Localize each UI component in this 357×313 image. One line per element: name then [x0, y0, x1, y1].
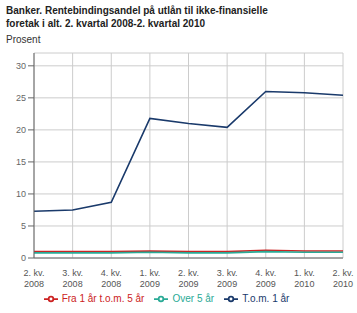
- svg-text:10: 10: [16, 189, 26, 199]
- svg-text:5: 5: [21, 221, 26, 231]
- html-text:Fra 1 år t.o.m. 5 år: Fra 1 år t.o.m. 5 år: [61, 292, 145, 304]
- svg-text:30: 30: [16, 61, 26, 71]
- svg-text:3. kv.2009: 3. kv.2009: [217, 268, 238, 289]
- svg-text:4. kv.2009: 4. kv.2009: [255, 268, 276, 289]
- svg-text:2. kv.2009: 2. kv.2009: [178, 268, 199, 289]
- svg-text:15: 15: [16, 157, 26, 167]
- html-text:Prosent: Prosent: [6, 34, 41, 45]
- svg-text:2. kv.2010: 2. kv.2010: [333, 268, 349, 289]
- svg-text:1. kv.2010: 1. kv.2010: [294, 268, 315, 289]
- html-text:Banker. Rentebindingsandel på: Banker. Rentebindingsandel på utlån til …: [6, 5, 268, 16]
- svg-text:3. kv.2008: 3. kv.2008: [62, 268, 83, 289]
- html-text:Over 5 år: Over 5 år: [172, 292, 215, 304]
- svg-text:1. kv.2009: 1. kv.2009: [139, 268, 160, 289]
- svg-text:20: 20: [16, 125, 26, 135]
- html-text:foretak i alt. 2. kvartal 2008: foretak i alt. 2. kvartal 2008-2. kvarta…: [6, 18, 205, 29]
- svg-text:2. kv.2008: 2. kv.2008: [24, 268, 45, 289]
- svg-text:25: 25: [16, 93, 26, 103]
- svg-text:4. kv.2008: 4. kv.2008: [101, 268, 122, 289]
- html-text:T.o.m. 1 år: T.o.m. 1 år: [242, 292, 290, 304]
- svg-text:0: 0: [21, 253, 26, 263]
